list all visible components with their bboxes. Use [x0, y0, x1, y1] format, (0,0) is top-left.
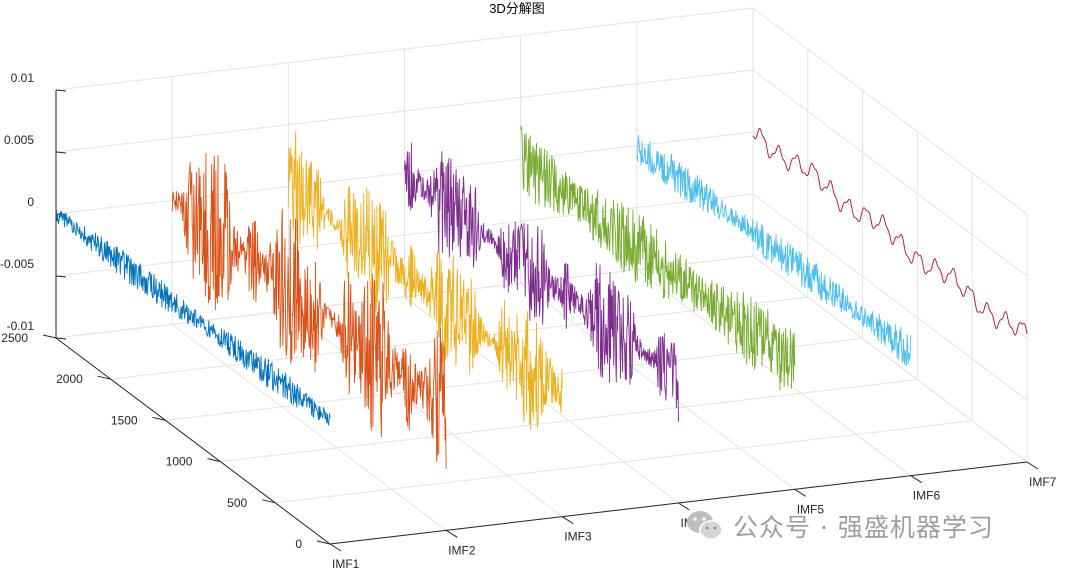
x-tick-label: IMF1 [332, 557, 360, 569]
watermark-text: 公众号 · 强盛机器学习 [733, 508, 994, 544]
z-tick-label: 0.005 [4, 133, 34, 147]
floor-grid-line [637, 270, 911, 476]
z-tick [56, 152, 66, 153]
z-tick-label: 0 [27, 195, 34, 209]
z-tick [56, 90, 66, 91]
x-tick [1027, 462, 1038, 469]
y-axis [56, 338, 330, 544]
side-wall-grid-line [753, 70, 1027, 276]
floor-grid-line [275, 421, 972, 503]
x-tick [446, 530, 457, 537]
x-tick [562, 517, 573, 524]
z-tick [56, 276, 66, 277]
x-tick [795, 489, 806, 496]
x-tick-label: IMF2 [448, 543, 476, 557]
side-wall-grid-line [753, 8, 1027, 214]
y-tick-label: 1500 [111, 413, 138, 427]
z-tick-label: -0.01 [7, 319, 35, 333]
x-tick [911, 476, 922, 483]
series-line-imf7 [753, 129, 1027, 336]
y-tick-label: 500 [227, 496, 247, 510]
series-group [56, 126, 1027, 469]
x-tick [330, 544, 341, 551]
floor-grid-line [220, 380, 917, 462]
wechat-icon [685, 508, 725, 544]
series-line-imf6 [637, 135, 911, 365]
y-tick [43, 335, 56, 338]
chart-title: 3D分解图 [489, 1, 545, 16]
y-tick-label: 2000 [56, 372, 83, 386]
y-tick-label: 0 [295, 537, 302, 551]
y-tick-label: 1000 [166, 455, 193, 469]
x-tick-label: IMF6 [913, 489, 941, 503]
y-tick-label: 2500 [1, 331, 28, 345]
z-tick-label: -0.005 [0, 257, 34, 271]
x-tick-label: IMF3 [564, 530, 592, 544]
z-tick-label: 0.01 [11, 71, 35, 85]
x-tick-label: IMF7 [1029, 475, 1057, 489]
watermark: 公众号 · 强盛机器学习 [685, 506, 994, 546]
series-line-imf5 [521, 126, 795, 390]
